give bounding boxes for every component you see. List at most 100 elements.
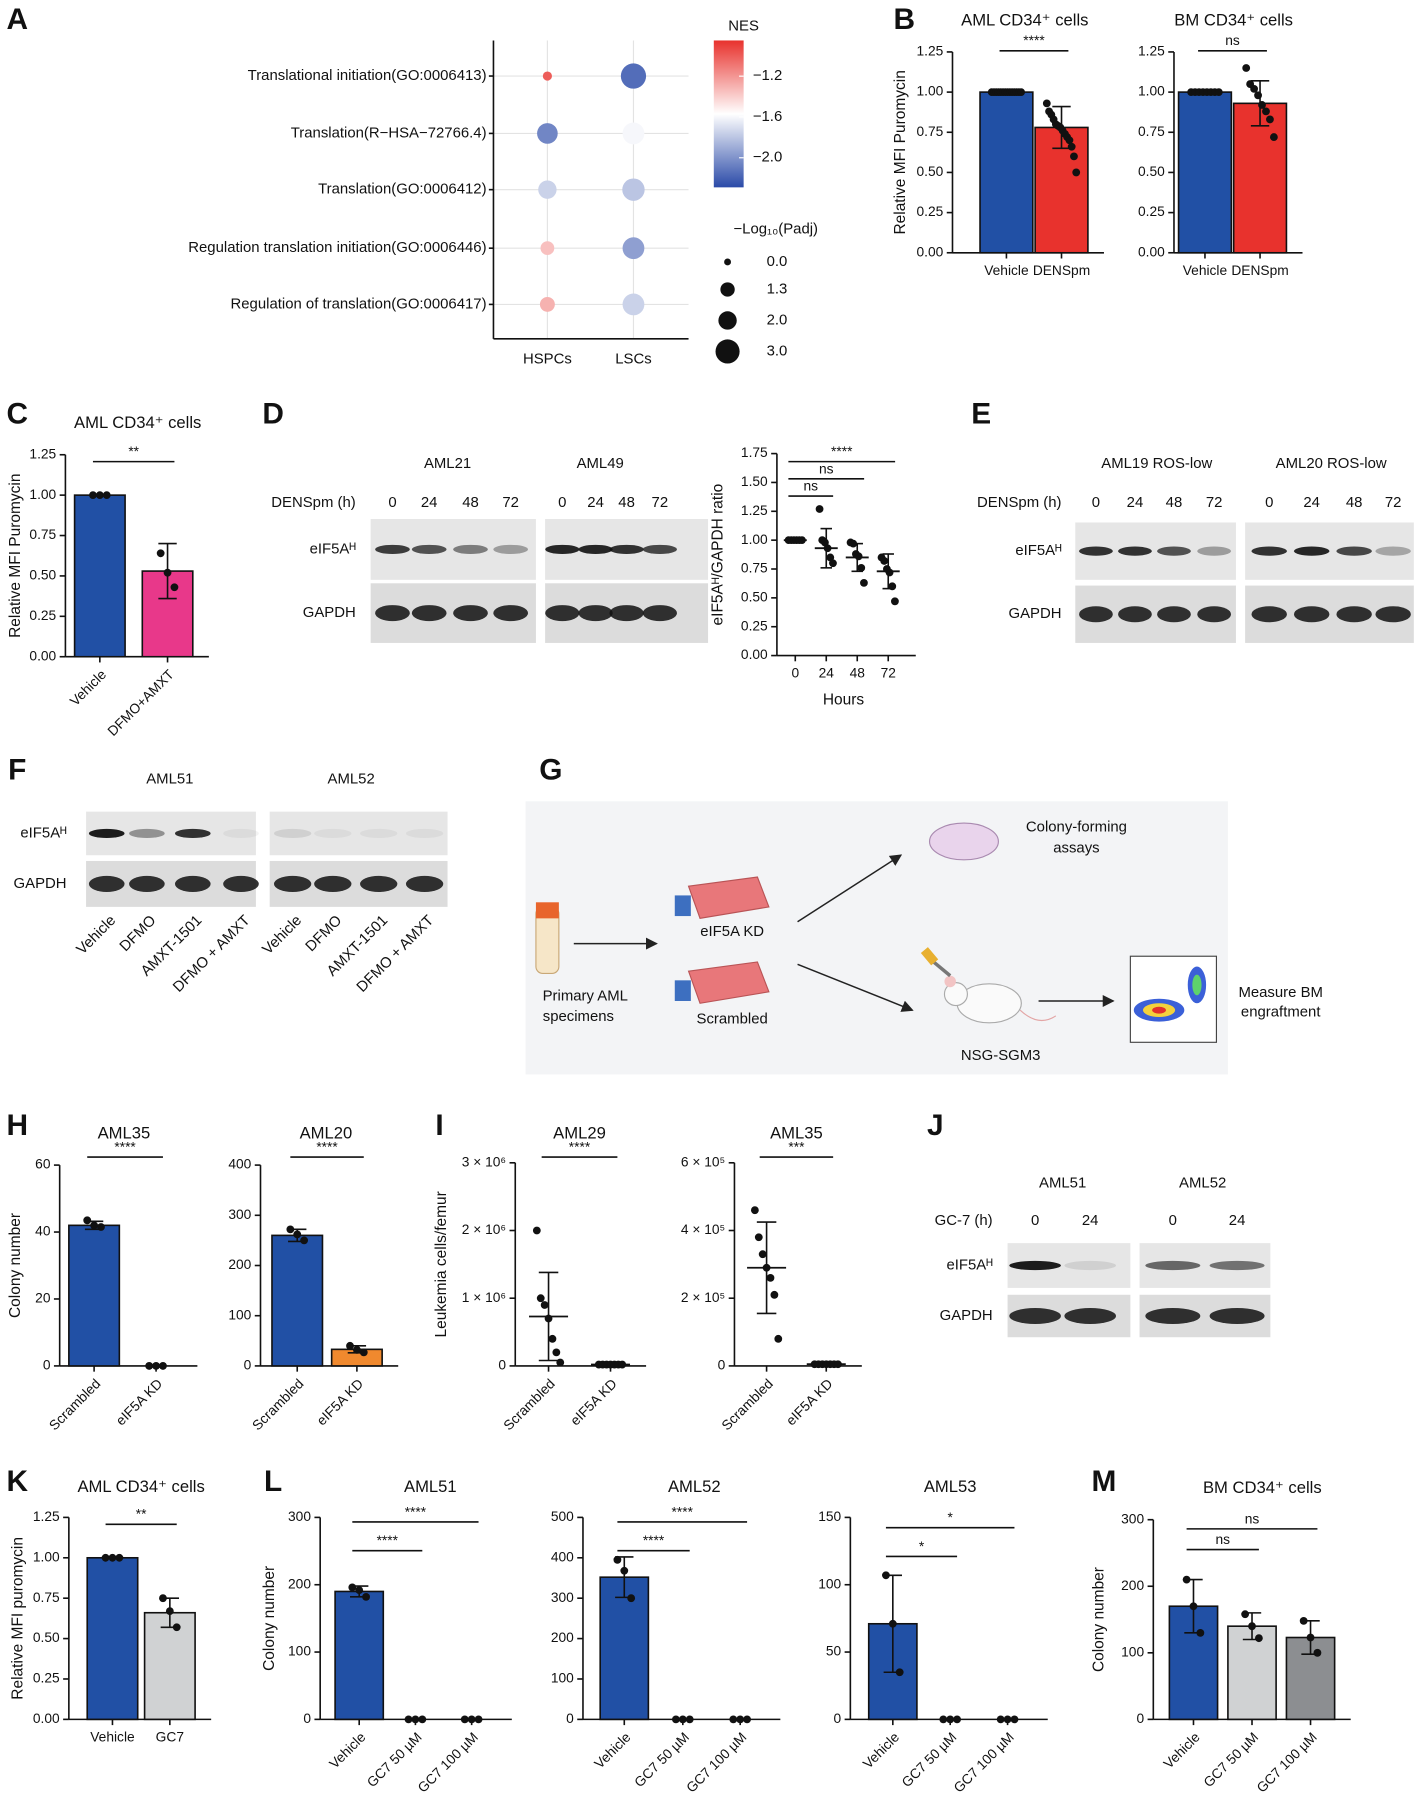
mouse-icon xyxy=(920,947,1057,1024)
blot-group-label: AML20 ROS-low xyxy=(1276,456,1387,472)
blot-band xyxy=(174,828,211,839)
x-tick-label: GC7 50 µM xyxy=(1201,1730,1262,1791)
chart-title: AML35 xyxy=(770,1123,823,1142)
data-point xyxy=(618,1360,627,1369)
data-point xyxy=(1214,88,1223,97)
x-tick-label: Vehicle xyxy=(326,1729,368,1771)
significance-label: ns xyxy=(1245,1511,1260,1526)
data-point xyxy=(743,1715,751,1724)
x-tick-label: DENSpm xyxy=(1033,263,1090,278)
data-point xyxy=(1250,84,1259,93)
y-tick-label: Translation(R−HSA−72766.4) xyxy=(291,125,487,141)
blot-band xyxy=(578,544,613,555)
chart-title: BM CD34⁺ cells xyxy=(1203,1478,1322,1497)
blot-lane-label: 72 xyxy=(502,495,519,511)
y-tick-label: 200 xyxy=(228,1257,251,1272)
data-point xyxy=(1065,136,1074,145)
blot-band xyxy=(129,828,165,839)
y-tick-label: 0.25 xyxy=(33,1671,60,1686)
blot-band xyxy=(609,544,644,555)
data-point xyxy=(1242,64,1251,72)
y-tick-label: 1.25 xyxy=(33,1509,60,1524)
blot-lane-label: DFMO xyxy=(117,913,159,955)
y-tick-label: 1.75 xyxy=(741,445,768,460)
blot-lane-label: 72 xyxy=(652,495,669,511)
blot-row-label: eIF5Aᴴ xyxy=(1015,543,1062,559)
y-tick-label: 0.25 xyxy=(29,608,56,623)
data-point xyxy=(620,1566,629,1575)
blot-band xyxy=(1209,1260,1265,1271)
arrow xyxy=(797,963,914,1012)
data-point xyxy=(544,1314,553,1323)
y-tick-label: 2 × 10⁵ xyxy=(681,1290,725,1305)
data-point xyxy=(766,1273,775,1282)
data-point xyxy=(854,552,863,561)
blot-band xyxy=(1197,546,1232,556)
panel-letter: I xyxy=(435,1109,443,1142)
dot xyxy=(622,237,645,260)
data-point xyxy=(404,1715,413,1724)
colorbar-tick-label: −2.0 xyxy=(753,150,782,166)
significance-label: ns xyxy=(1215,1532,1230,1547)
bar xyxy=(979,91,1034,254)
y-tick-label: 100 xyxy=(228,1307,251,1322)
data-point xyxy=(895,1668,904,1677)
y-tick-label: 400 xyxy=(228,1157,251,1172)
blot-band xyxy=(1375,546,1411,556)
y-tick-label: 400 xyxy=(551,1549,574,1564)
blot-row-label: eIF5Aᴴ xyxy=(310,541,357,557)
x-tick-label: Vehicle xyxy=(67,667,109,709)
blot-band xyxy=(223,828,259,839)
y-tick-label: 40 xyxy=(35,1224,51,1239)
y-tick-label: 1.00 xyxy=(1138,84,1165,99)
y-tick-label: 1.00 xyxy=(917,84,944,99)
blot-row-label: GAPDH xyxy=(14,876,67,892)
bar xyxy=(143,1611,196,1721)
chart-title: AML20 xyxy=(300,1123,353,1142)
data-point xyxy=(685,1715,694,1724)
data-point xyxy=(548,1334,557,1343)
blot-band xyxy=(1145,1307,1201,1325)
data-point xyxy=(750,1206,759,1215)
chart-title: AML52 xyxy=(668,1477,721,1496)
y-tick-label: 0 xyxy=(718,1358,726,1373)
significance-label: ns xyxy=(1225,33,1240,48)
data-point xyxy=(1196,1628,1205,1637)
colorbar-tick-label: −1.6 xyxy=(753,109,782,125)
data-point xyxy=(108,1553,117,1562)
x-tick-label: eIF5A KD xyxy=(568,1376,620,1428)
panel-letter: C xyxy=(6,398,28,431)
y-tick-label: 0.50 xyxy=(33,1630,60,1645)
schematic-label: Primary AML xyxy=(543,988,628,1004)
data-point xyxy=(736,1715,745,1724)
dot xyxy=(622,293,645,316)
data-point xyxy=(953,1715,961,1724)
y-tick-label: 0 xyxy=(834,1711,842,1726)
data-point xyxy=(293,1230,302,1239)
dot xyxy=(538,180,557,199)
y-tick-label: 1.50 xyxy=(741,474,768,489)
blot-band xyxy=(493,544,529,555)
x-tick-label: LSCs xyxy=(615,351,651,367)
dot xyxy=(620,63,647,89)
blot-band xyxy=(1009,1307,1061,1325)
data-point xyxy=(1266,115,1274,124)
y-tick-label: 1.00 xyxy=(29,487,56,502)
blot-lane-label: Vehicle xyxy=(74,913,119,958)
panel-letter: B xyxy=(894,3,916,36)
data-point xyxy=(411,1715,420,1724)
data-point xyxy=(1258,101,1266,109)
x-tick-label: GC7 100 µM xyxy=(951,1730,1017,1796)
significance-label: * xyxy=(919,1539,925,1554)
blot-band xyxy=(314,875,352,892)
blot-lane-label: 0 xyxy=(1031,1213,1039,1229)
x-tick-label: Scrambled xyxy=(501,1376,558,1433)
blot-band xyxy=(578,605,613,622)
data-point xyxy=(1306,1633,1315,1642)
blot-treatment-label: DENSpm (h) xyxy=(271,495,356,511)
blot-group-label: AML52 xyxy=(1179,1175,1226,1191)
data-point xyxy=(613,1555,622,1564)
blot-lane-label: 48 xyxy=(1346,495,1363,511)
size-legend-dot xyxy=(724,258,732,266)
colorbar-title: NES xyxy=(728,19,759,35)
